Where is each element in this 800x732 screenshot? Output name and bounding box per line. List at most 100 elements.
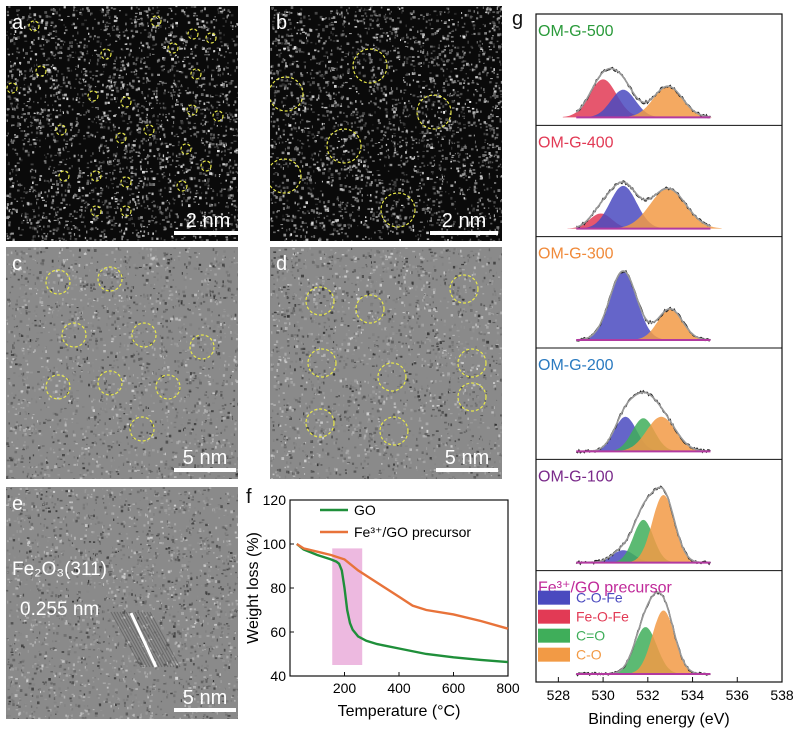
- xps-chart: OM-G-500 OM-G-400 OM-G-300 OM-G-200 OM-G-100…: [535, 13, 794, 728]
- legend-label-1: Fe-O-Fe: [576, 609, 629, 625]
- nanoparticle-marker: [28, 20, 40, 32]
- nanoparticle-marker: [35, 65, 47, 77]
- y-axis-label: Weight loss (%): [245, 532, 262, 644]
- legend-label-1: Fe³⁺/GO precursor: [354, 524, 471, 540]
- nanoparticle-marker: [190, 68, 202, 80]
- peak-c_o_fe: [583, 271, 664, 340]
- fit-envelope: [576, 181, 711, 228]
- scale-label-a: 2 nm: [185, 210, 231, 232]
- texture: [270, 247, 502, 479]
- peak-c_o: [629, 610, 697, 674]
- nanoparticle-marker: [305, 286, 335, 316]
- tem-image-d: [270, 247, 502, 479]
- panel-c: c 5 nm: [6, 247, 238, 479]
- lattice-label: Fe₂O₃(311): [12, 559, 108, 580]
- nanoparticle-marker: [379, 416, 409, 446]
- panel-a: a 2 nm: [6, 6, 238, 241]
- legend-swatch-0: [538, 590, 570, 605]
- spectrum-label-0: OM-G-500: [538, 23, 614, 40]
- x-tick-label: 800: [496, 680, 520, 696]
- lattice-spacing-label: 0.255 nm: [20, 599, 100, 620]
- nanoparticle-marker: [45, 374, 71, 400]
- x-tick-label: 600: [442, 680, 466, 696]
- scale-line-c: [174, 468, 236, 472]
- fit-envelope: [575, 67, 711, 118]
- legend-label-0: GO: [354, 502, 376, 518]
- nanoparticle-marker: [205, 32, 217, 44]
- texture: [6, 487, 238, 719]
- panel-b: b 2 nm: [270, 6, 502, 241]
- nanoparticle-marker: [270, 158, 302, 194]
- series-line-1: [296, 542, 509, 630]
- peak-c_o_fe: [586, 89, 661, 118]
- nanoparticle-marker: [100, 48, 112, 60]
- stem-image-b: [270, 6, 502, 241]
- panel-letter-e: e: [12, 493, 24, 515]
- nanoparticle-marker: [155, 374, 181, 400]
- spectrum-label-1: OM-G-400: [538, 134, 614, 151]
- scale-line-a: [174, 231, 238, 235]
- x-tick-label: 538: [770, 687, 794, 703]
- nanoparticle-marker: [326, 128, 362, 164]
- nanoparticle-marker: [97, 370, 123, 396]
- spectrum-4: [575, 485, 712, 566]
- scale-bar-d: 5 nm: [436, 447, 498, 472]
- spectrum-0: [562, 66, 712, 119]
- nanoparticle-marker: [129, 416, 155, 442]
- spectrum-2: [576, 269, 711, 342]
- nanoparticle-marker: [58, 170, 70, 182]
- legend-label-3: C-O: [576, 647, 602, 663]
- legend-swatch-1: [538, 609, 570, 624]
- nanoparticle-marker: [90, 205, 102, 217]
- legend-label-0: C-O-Fe: [576, 590, 623, 606]
- peak-c_o: [624, 86, 712, 118]
- nanoparticle-marker: [120, 176, 132, 188]
- x-tick-label: 536: [726, 687, 750, 703]
- scale-bar-a: 2 nm: [174, 210, 238, 235]
- fit-envelope: [576, 486, 711, 564]
- nanoparticle-marker: [352, 48, 388, 84]
- peak-c_o: [633, 308, 708, 340]
- legend-swatch-3: [538, 647, 570, 662]
- legend-label-2: C=O: [576, 628, 605, 644]
- nanoparticle-marker: [131, 322, 157, 348]
- series-line-0: [296, 543, 509, 664]
- nanoparticle-marker: [180, 143, 192, 155]
- scale-line-b: [430, 231, 498, 235]
- nanoparticle-marker: [45, 269, 71, 295]
- nanoparticle-marker: [200, 160, 212, 172]
- nanoparticle-marker: [212, 110, 224, 122]
- peak-c_o: [614, 188, 722, 229]
- nanoparticle-marker: [457, 382, 487, 412]
- spectrum-1: [567, 180, 722, 230]
- x-axis-label: Temperature (°C): [338, 703, 461, 720]
- nanoparticle-marker: [120, 96, 132, 108]
- nanoparticle-marker: [61, 322, 87, 348]
- nanoparticle-marker: [6, 82, 18, 94]
- x-tick-label: 528: [547, 687, 571, 703]
- scale-label-c: 5 nm: [182, 447, 228, 469]
- y-tick-label: 80: [270, 580, 286, 596]
- nanoparticle-marker: [355, 294, 385, 324]
- nanoparticle-marker: [143, 124, 155, 136]
- panel-d: d 5 nm: [270, 247, 502, 479]
- nanoparticle-marker: [377, 362, 407, 392]
- nanoparticle-marker: [186, 104, 198, 116]
- x-tick-label: 532: [636, 687, 660, 703]
- x-tick-label: 534: [681, 687, 705, 703]
- x-axis-label: Binding energy (eV): [588, 711, 729, 728]
- nanoparticle-marker: [97, 266, 123, 292]
- panel-letter-b: b: [276, 12, 288, 34]
- y-tick-label: 100: [263, 536, 287, 552]
- x-tick-label: 530: [591, 687, 615, 703]
- scale-bar-c: 5 nm: [174, 447, 236, 472]
- legend-swatch-2: [538, 628, 570, 643]
- nanoparticle-marker: [167, 42, 179, 54]
- y-tick-label: 40: [270, 668, 286, 684]
- nanoparticle-marker: [416, 94, 452, 130]
- spectrum-label-3: OM-G-200: [538, 357, 614, 374]
- y-tick-label: 60: [270, 624, 286, 640]
- spectrum-5: [575, 591, 711, 677]
- stem-image-a: [6, 6, 238, 241]
- scale-label-b: 2 nm: [441, 210, 487, 232]
